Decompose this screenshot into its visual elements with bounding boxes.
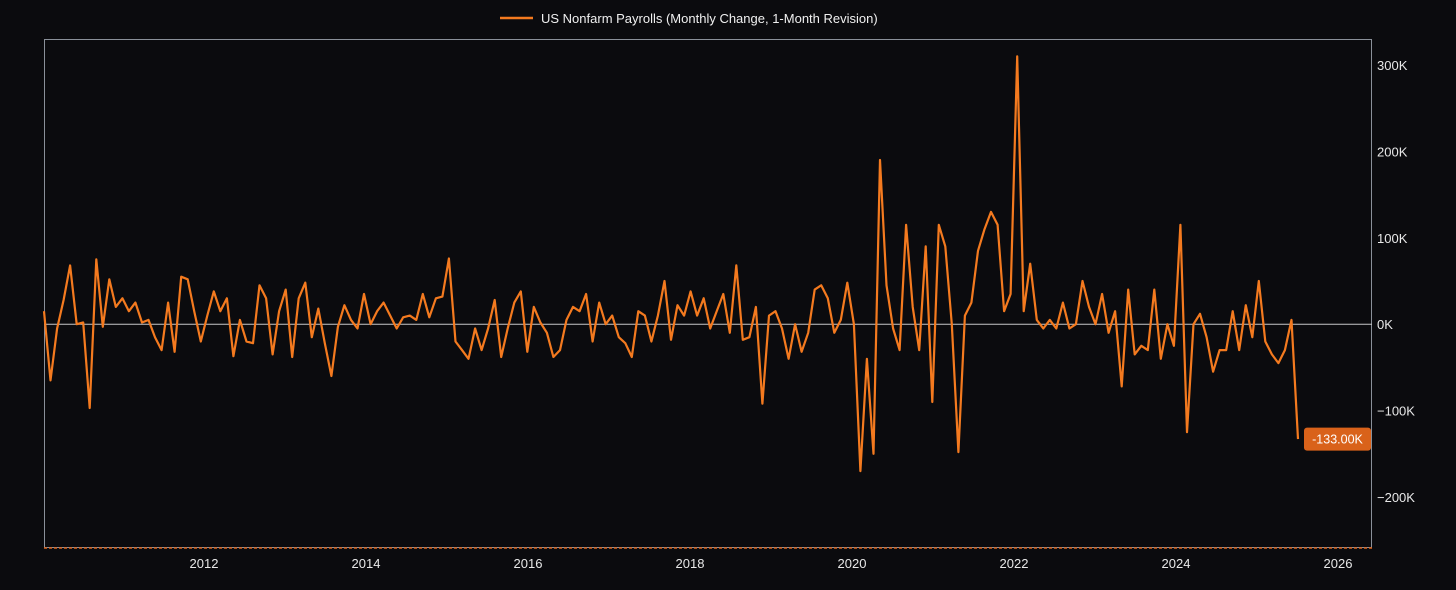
last-value-label: -133.00K: [1312, 433, 1363, 447]
y-tick-label: −100K: [1377, 404, 1415, 419]
x-tick-label: 2020: [838, 556, 867, 571]
plot-frame: [44, 39, 1372, 548]
series-layer: [42, 55, 1300, 473]
y-axis-ticks: 300K 200K 100K 0K −100K −200K: [1377, 58, 1415, 505]
y-tick-label: 100K: [1377, 231, 1408, 246]
series-line: [42, 55, 1300, 473]
legend-label: US Nonfarm Payrolls (Monthly Change, 1-M…: [541, 11, 878, 26]
x-tick-label: 2026: [1324, 556, 1353, 571]
y-tick-label: 300K: [1377, 58, 1408, 73]
y-tick-label: 200K: [1377, 144, 1408, 159]
last-value-badge: -133.00K: [1304, 427, 1371, 451]
x-tick-label: 2018: [676, 556, 705, 571]
x-tick-label: 2022: [1000, 556, 1029, 571]
x-tick-label: 2016: [514, 556, 543, 571]
x-tick-label: 2012: [190, 556, 219, 571]
x-axis-ticks: 2012 2014 2016 2018 2020 2022 2024 2026: [190, 556, 1353, 571]
last-value-badge-bg: [1304, 427, 1371, 451]
x-tick-label: 2014: [352, 556, 381, 571]
y-tick-label: 0K: [1377, 317, 1393, 332]
y-tick-label: −200K: [1377, 490, 1415, 505]
x-tick-label: 2024: [1162, 556, 1191, 571]
legend[interactable]: US Nonfarm Payrolls (Monthly Change, 1-M…: [500, 11, 878, 26]
